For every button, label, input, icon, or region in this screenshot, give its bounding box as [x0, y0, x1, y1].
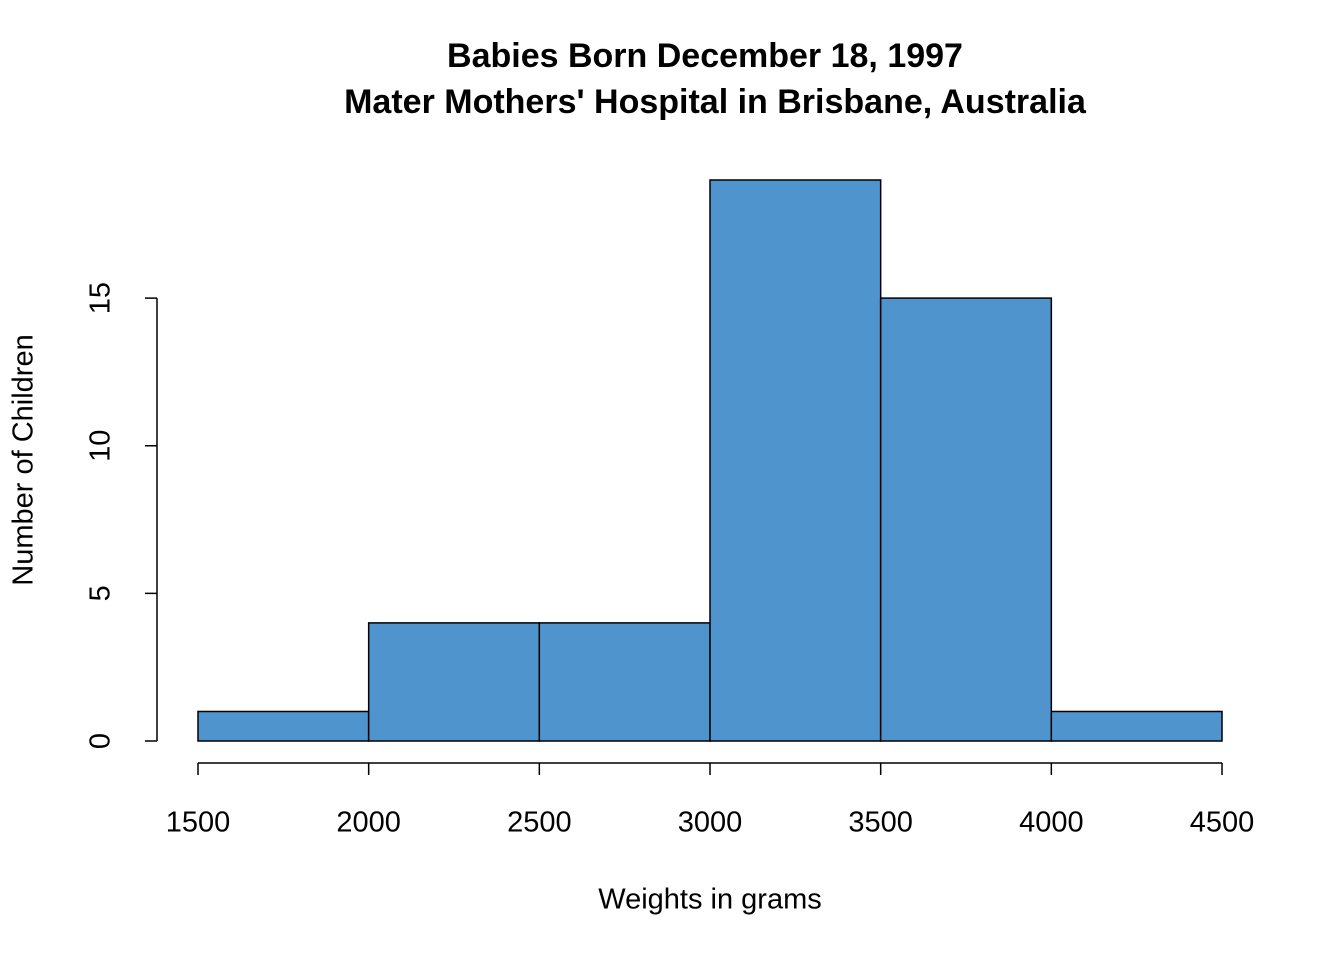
x-tick-label: 4500 [1190, 807, 1255, 839]
x-tick-label: 2500 [507, 807, 572, 839]
bar [197, 710, 370, 742]
y-tick-label: 5 [85, 585, 117, 601]
y-axis-label: Number of Children [8, 334, 40, 585]
chart-title: Babies Born December 18, 1997 [447, 37, 963, 75]
x-tick-label: 4000 [1019, 807, 1084, 839]
y-tick-label: 15 [85, 282, 117, 314]
x-tick-label: 3000 [678, 807, 743, 839]
bar [538, 622, 711, 742]
x-tick-label: 3500 [848, 807, 913, 839]
bar [709, 179, 882, 742]
bar [879, 297, 1053, 742]
x-tick-label: 2000 [336, 807, 401, 839]
y-tick-label: 10 [85, 430, 117, 462]
chart-title: Mater Mothers' Hospital in Brisbane, Aus… [344, 83, 1087, 121]
bar [1050, 710, 1223, 742]
bar [367, 622, 541, 742]
x-tick-label: 1500 [166, 807, 231, 839]
y-tick-label: 0 [85, 733, 117, 749]
x-axis-label: Weights in grams [598, 884, 822, 916]
